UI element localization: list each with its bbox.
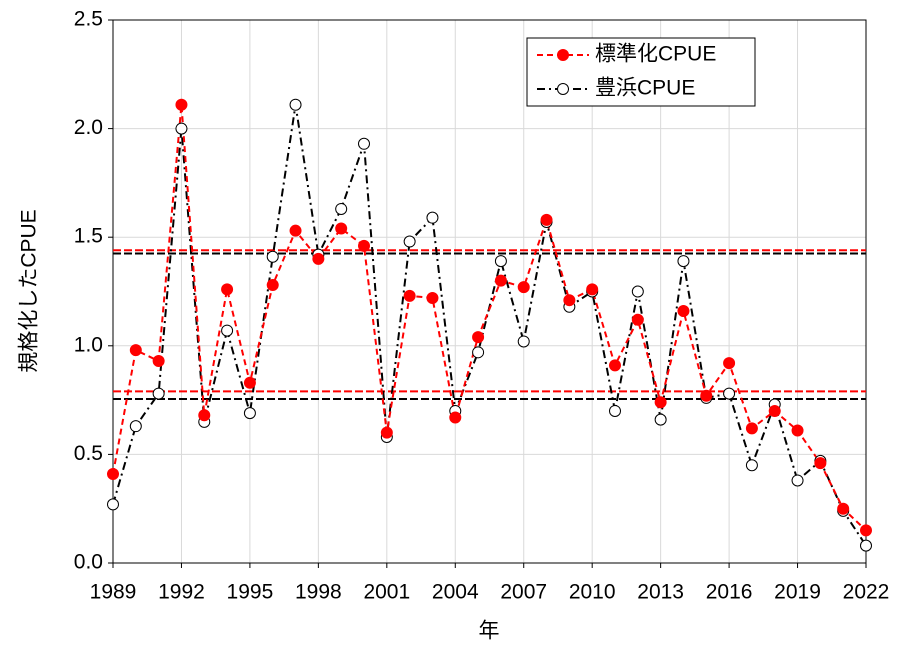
y-tick-label: 1.0	[74, 333, 103, 356]
data-point	[335, 202, 348, 215]
data-point	[768, 404, 781, 417]
x-axis-title: 年	[479, 620, 500, 643]
data-point	[152, 355, 165, 368]
x-tick-label: 1992	[158, 581, 205, 604]
data-point	[243, 376, 256, 389]
series-line	[112, 104, 867, 532]
x-tick-label: 2013	[637, 581, 684, 604]
data-point	[449, 411, 462, 424]
x-tick-label: 2019	[774, 581, 821, 604]
legend-marker	[557, 83, 569, 95]
data-point	[814, 457, 827, 470]
data-point	[677, 255, 690, 268]
data-point	[243, 407, 256, 420]
data-point	[791, 424, 804, 437]
data-point	[175, 122, 188, 135]
data-point	[654, 396, 667, 409]
data-point	[403, 235, 416, 248]
data-point	[745, 422, 758, 435]
x-tick-label: 2010	[569, 581, 616, 604]
data-point	[152, 387, 165, 400]
data-point	[266, 250, 279, 263]
data-point	[426, 292, 439, 305]
x-tick-label: 2004	[432, 581, 479, 604]
data-point	[609, 404, 621, 417]
data-point	[631, 313, 644, 326]
x-tick-label: 2001	[363, 581, 410, 604]
legend-marker	[557, 49, 569, 61]
data-point	[335, 222, 348, 235]
legend-label: 標準化CPUE	[595, 43, 716, 66]
data-point	[700, 389, 713, 402]
data-point	[403, 289, 416, 302]
x-tick-label: 1989	[90, 581, 137, 604]
plot-frame	[112, 19, 867, 564]
data-point	[289, 98, 302, 111]
data-point	[517, 281, 530, 294]
legend-box	[526, 37, 756, 107]
data-point	[631, 285, 644, 298]
x-tick-label: 2022	[843, 581, 890, 604]
x-tick-label: 1995	[227, 581, 274, 604]
y-tick-label: 0.0	[74, 551, 103, 574]
data-point	[266, 278, 279, 291]
y-tick-label: 2.5	[74, 8, 103, 31]
data-point	[494, 255, 507, 268]
data-point	[723, 387, 736, 400]
data-point	[494, 274, 507, 287]
y-axis-title: 規格化したCPUE	[18, 209, 41, 372]
data-point	[221, 324, 234, 337]
data-point	[677, 305, 690, 318]
data-point	[837, 502, 850, 515]
data-point	[107, 467, 119, 480]
data-point	[745, 459, 758, 472]
data-point	[289, 224, 302, 237]
y-tick-label: 1.5	[74, 225, 103, 248]
data-point	[791, 474, 804, 487]
data-point	[517, 335, 530, 348]
x-tick-label: 2016	[706, 581, 753, 604]
data-point	[358, 239, 370, 252]
y-tick-label: 0.5	[74, 442, 103, 465]
data-point	[586, 283, 599, 296]
data-point	[472, 346, 485, 359]
data-point	[107, 498, 119, 511]
y-tick-label: 2.0	[74, 116, 103, 139]
legend-label: 豊浜CPUE	[595, 77, 695, 100]
data-point	[221, 283, 234, 296]
data-point	[563, 294, 576, 307]
data-point	[312, 252, 325, 265]
data-point	[129, 344, 142, 357]
x-tick-label: 2007	[500, 581, 547, 604]
data-point	[198, 409, 211, 422]
data-point	[129, 420, 142, 433]
data-point	[860, 539, 872, 552]
data-point	[380, 426, 393, 439]
data-point	[860, 524, 872, 537]
data-point	[654, 413, 667, 426]
x-tick-label: 1998	[295, 581, 342, 604]
data-point	[723, 357, 736, 370]
data-point	[472, 331, 485, 344]
data-point	[358, 137, 370, 150]
data-point	[609, 359, 621, 372]
data-point	[540, 213, 553, 226]
data-point	[175, 98, 188, 111]
data-point	[426, 211, 439, 224]
